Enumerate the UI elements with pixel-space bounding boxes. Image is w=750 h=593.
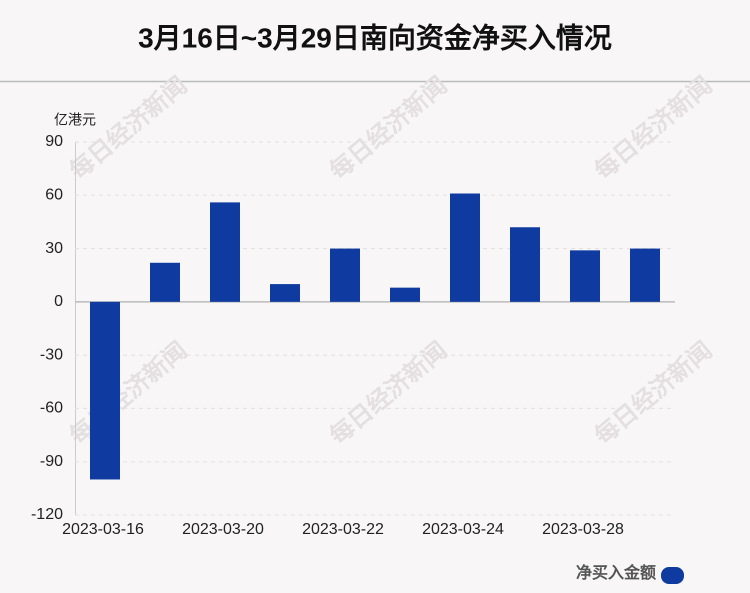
y-tick-label: -60 <box>40 400 63 417</box>
x-tick-label: 2023-03-20 <box>182 521 264 538</box>
y-tick-label: -90 <box>40 453 63 470</box>
y-tick-label: -120 <box>31 506 63 523</box>
x-tick-label: 2023-03-24 <box>422 521 504 538</box>
bar <box>210 202 240 302</box>
bar <box>390 287 420 302</box>
x-tick-label: 2023-03-28 <box>542 521 624 538</box>
x-tick-label: 2023-03-22 <box>302 521 384 538</box>
y-tick-label: -30 <box>40 346 63 363</box>
bar <box>270 284 300 302</box>
y-tick-label: 30 <box>45 240 63 257</box>
bar <box>90 301 120 480</box>
y-tick-label: 60 <box>45 187 63 204</box>
bar <box>150 262 180 302</box>
y-tick-label: 0 <box>54 293 63 310</box>
bar <box>570 250 600 302</box>
bar <box>330 248 360 302</box>
chart-title: 3月16日~3月29日南向资金净买入情况 <box>138 21 612 53</box>
bar <box>450 193 480 302</box>
legend-label: 净买入金额 <box>576 563 656 582</box>
legend-swatch <box>661 567 684 584</box>
bar <box>630 248 660 302</box>
y-tick-label: 90 <box>45 133 63 150</box>
bar <box>510 227 540 302</box>
y-axis-label: 亿港元 <box>54 112 96 128</box>
x-tick-label: 2023-03-16 <box>62 521 144 538</box>
